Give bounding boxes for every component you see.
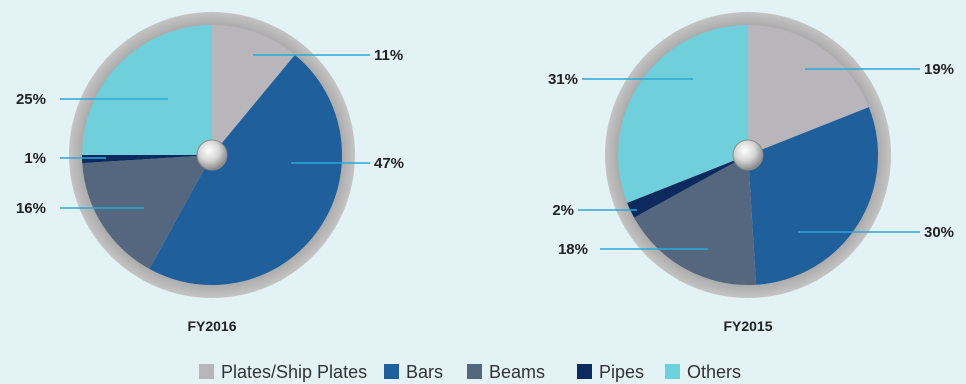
data-label-pipes: 1% (24, 150, 46, 167)
legend-swatch-beams (467, 364, 482, 379)
pie-slice-others (82, 25, 212, 155)
pie-title: FY2015 (723, 318, 772, 334)
pie-slices (617, 25, 878, 285)
pie-slice-beams (634, 155, 757, 285)
data-label-beams: 18% (558, 241, 588, 258)
data-label-plates: 19% (924, 61, 954, 78)
legend-label-plates: Plates/Ship Plates (221, 362, 367, 382)
pie-slice-others (617, 25, 748, 203)
data-label-bars: 47% (374, 155, 404, 172)
pie-chart-fy2015: 19% 30% 18% 2% 31% FY2015 (548, 12, 954, 334)
pie-slice-bars (748, 107, 878, 285)
legend-swatch-plates (199, 364, 214, 379)
data-label-plates: 11% (374, 47, 403, 64)
pie-slice-pipes (627, 155, 748, 218)
pie-slice-bars (149, 54, 343, 286)
legend-swatch-others (665, 364, 680, 379)
legend-label-others: Others (687, 362, 741, 382)
data-label-pipes: 2% (552, 202, 574, 219)
legend: Plates/Ship Plates Bars Beams Pipes Othe… (199, 362, 741, 382)
legend-label-pipes: Pipes (599, 362, 644, 382)
pie-chart-fy2016: 11% 47% 16% 1% 25% FY2016 (16, 12, 404, 334)
legend-swatch-bars (384, 364, 399, 379)
pie-slice-pipes (82, 155, 212, 164)
data-label-beams: 16% (16, 200, 46, 217)
pie-slices (82, 25, 343, 286)
data-label-others: 31% (548, 71, 578, 88)
legend-label-bars: Bars (406, 362, 443, 382)
pie-callouts: 19% 30% 18% 2% 31% (548, 61, 954, 258)
pie-hub (196, 139, 228, 171)
data-label-others: 25% (16, 91, 46, 108)
data-label-bars: 30% (924, 224, 954, 241)
pie-title: FY2016 (187, 318, 236, 334)
pie-callouts: 11% 47% 16% 1% 25% (16, 47, 404, 217)
pie-hub (732, 139, 764, 171)
pie-slice-plates (748, 25, 869, 155)
pie-slice-beams (82, 155, 212, 269)
pie-slice-plates (212, 25, 295, 155)
legend-label-beams: Beams (489, 362, 545, 382)
legend-swatch-pipes (577, 364, 592, 379)
